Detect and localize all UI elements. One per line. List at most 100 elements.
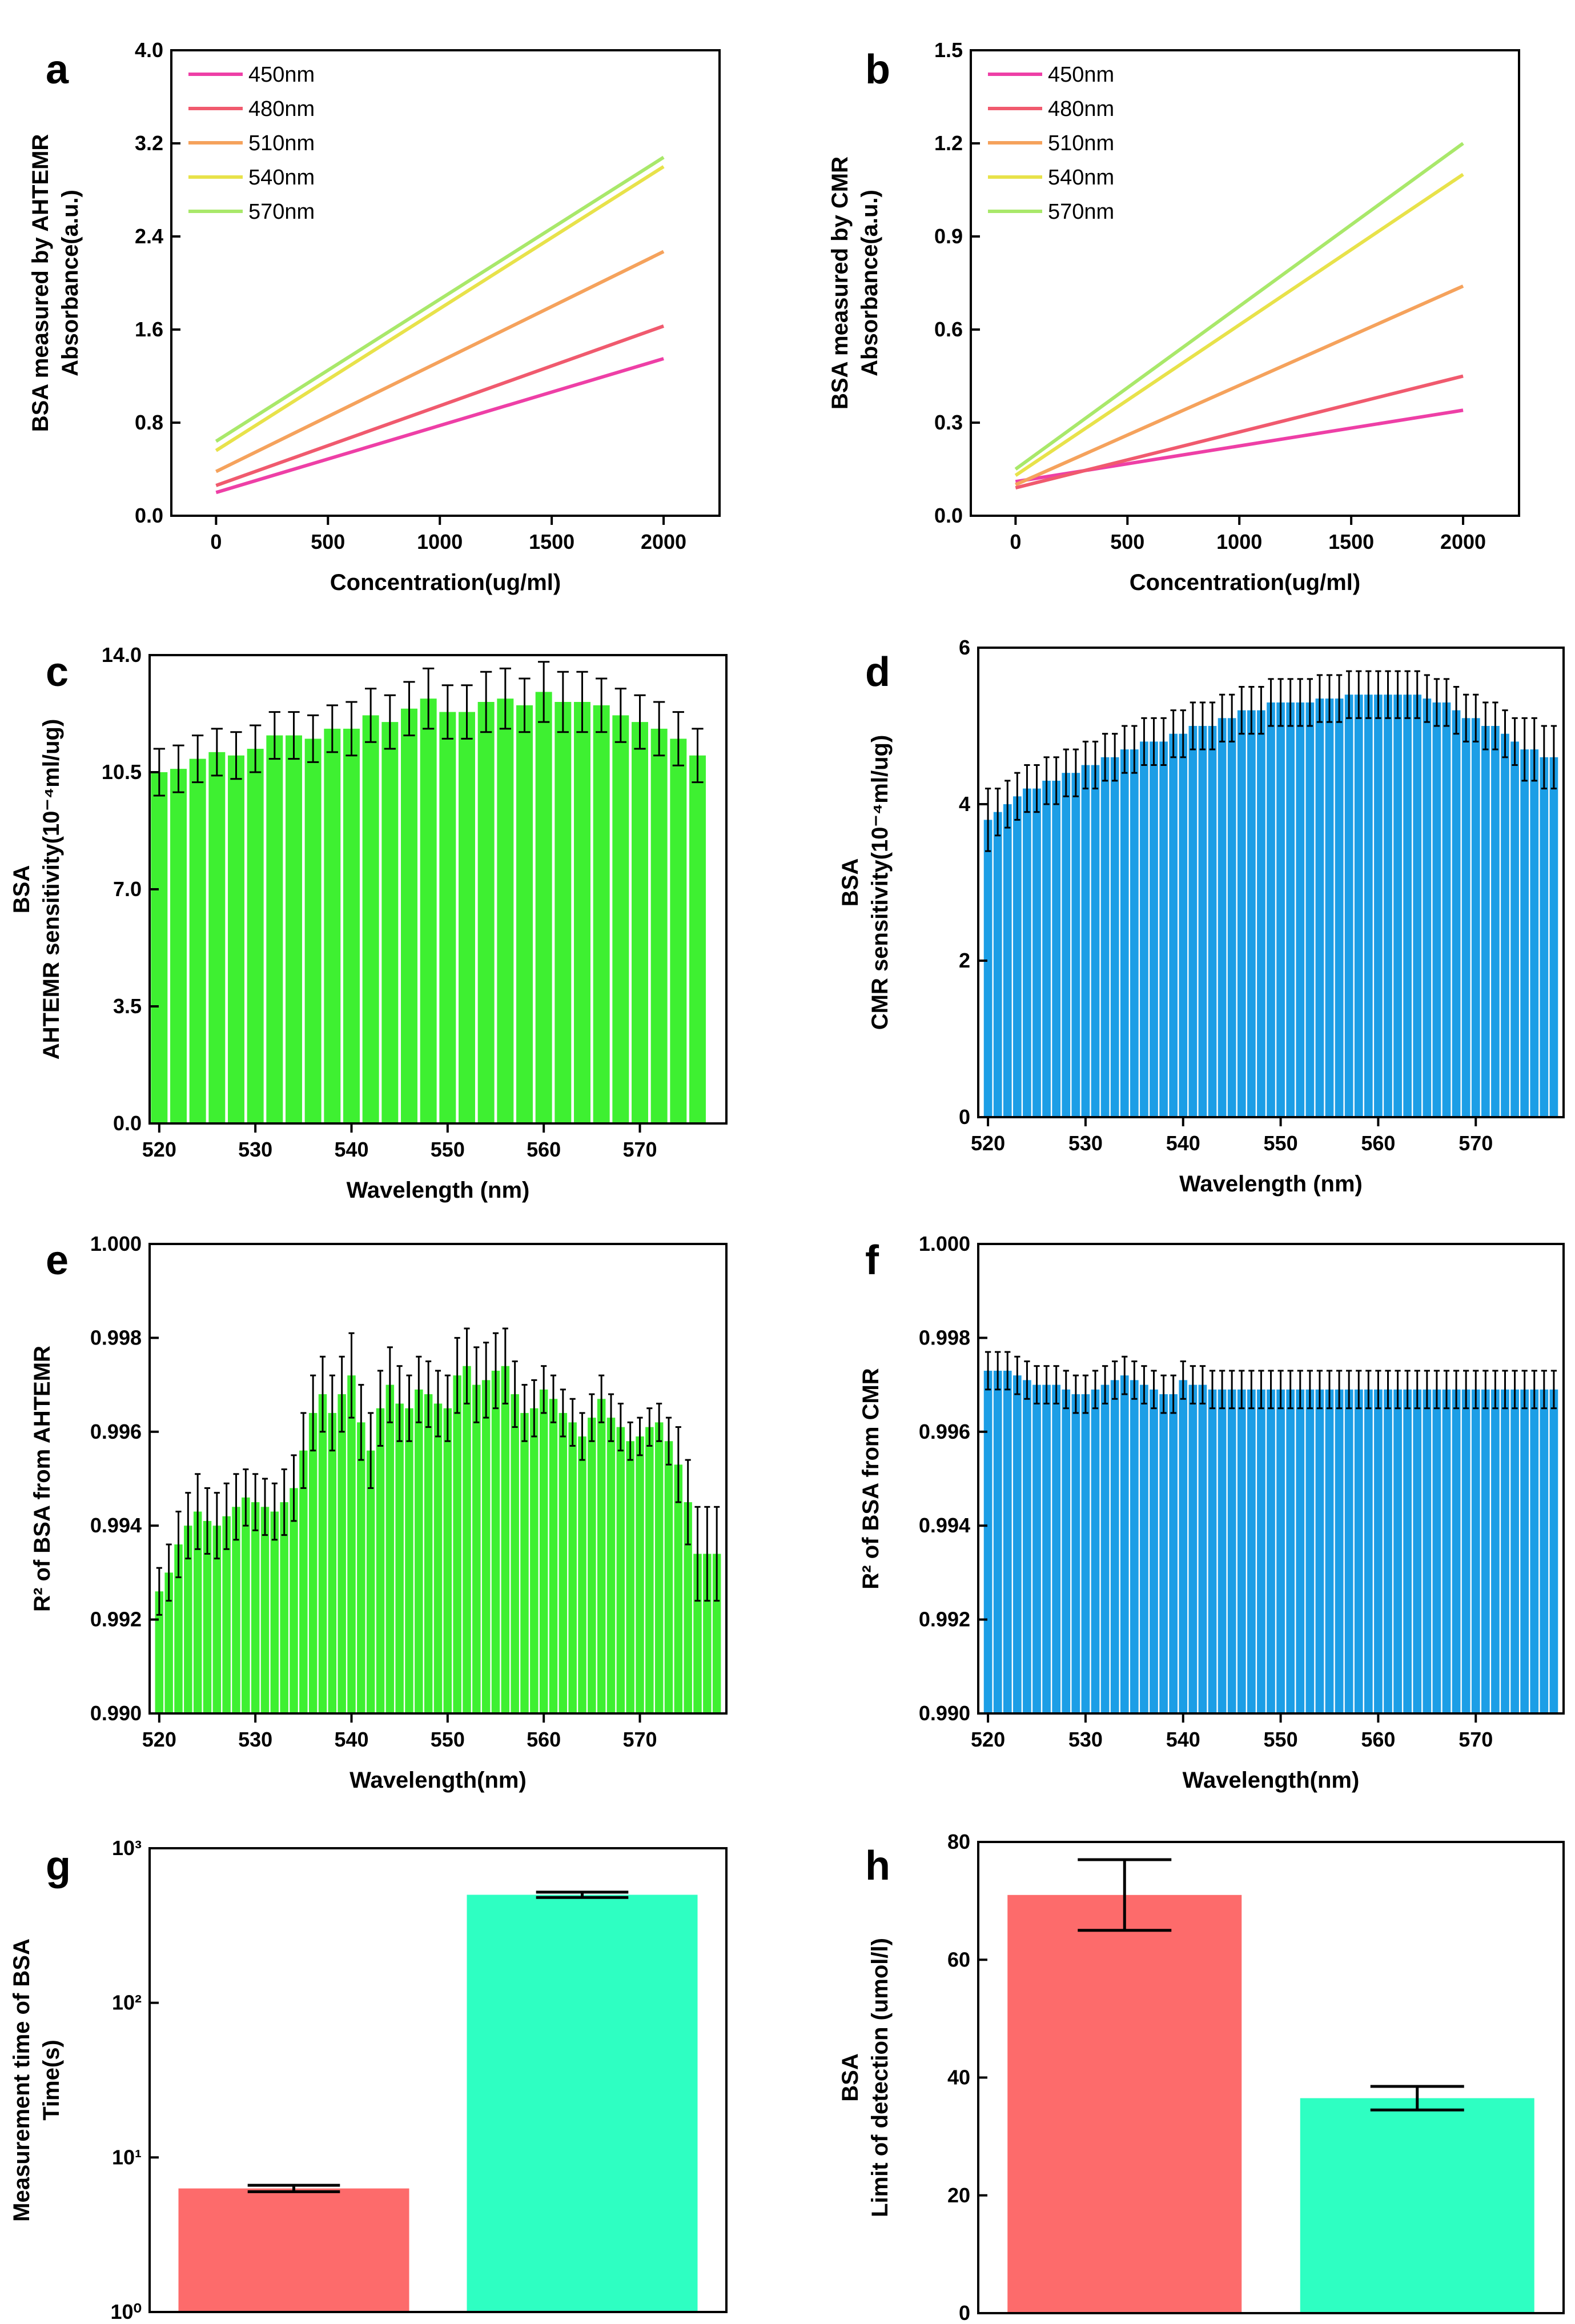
bar-578 <box>712 1554 721 1713</box>
y-axis-label-b-0: BSA measured by CMR <box>827 156 853 410</box>
bar-564 <box>578 1436 586 1713</box>
y-axis-label-c-1: AHTEMR sensitivity(10⁻⁴ml/ug) <box>39 719 64 1060</box>
bar-530 <box>251 1502 260 1713</box>
bar-549 <box>1267 1389 1275 1713</box>
panel-label-f: f <box>865 1238 879 1283</box>
y-tick-label: 0.9 <box>934 224 963 248</box>
bar-539 <box>1169 733 1178 1117</box>
bar-543 <box>1208 726 1217 1117</box>
bar-521 <box>993 1370 1002 1713</box>
bar-558 <box>516 705 533 1123</box>
y-tick-label: 60 <box>947 1948 970 1971</box>
bar-537 <box>1150 1389 1158 1713</box>
x-tick-label: 1000 <box>417 530 463 553</box>
bar-564 <box>1413 1389 1422 1713</box>
y-axis-label-g-1: Time(s) <box>39 2040 64 2121</box>
bar-552 <box>459 712 475 1123</box>
bar-569 <box>1461 718 1470 1117</box>
bar-526 <box>208 752 226 1123</box>
y-tick-label: 1.000 <box>919 1232 970 1255</box>
bar-542 <box>362 715 379 1123</box>
bar-525 <box>1032 1384 1041 1713</box>
y-tick-label: 10.5 <box>102 760 142 784</box>
bar-551 <box>453 1375 461 1713</box>
panel-d: d 0 2 4 6 520 530 540 550 560 570 Wavelength (nm) BS… <box>838 636 1565 1197</box>
bar-536 <box>1140 741 1148 1117</box>
y-axis-label-a-1: Absorbance(a.u.) <box>58 190 83 376</box>
panel-f: f 0.990 0.992 0.994 0.996 0.998 1.000 520 530 540… <box>858 1232 1565 1793</box>
bar-546 <box>1237 710 1246 1117</box>
bar-522 <box>170 769 187 1123</box>
series-line-540nm <box>1014 172 1464 477</box>
bar-526 <box>212 1526 222 1713</box>
bar-558 <box>1354 1389 1363 1713</box>
x-tick-label: 540 <box>1166 1728 1200 1751</box>
bar-545 <box>1227 718 1236 1117</box>
bar-530 <box>1081 1394 1090 1713</box>
bar-544 <box>381 722 399 1123</box>
x-tick-label: 520 <box>142 1728 176 1751</box>
x-tick-label: 530 <box>238 1728 272 1751</box>
bar-576 <box>1530 1389 1539 1713</box>
bar-554 <box>1315 1389 1324 1713</box>
bar-AHTEMR <box>178 2188 409 2312</box>
bar-542 <box>1198 1384 1207 1713</box>
bar-563 <box>568 1422 577 1713</box>
bar-561 <box>1384 695 1392 1117</box>
bar-568 <box>1452 710 1461 1117</box>
bar-527 <box>1052 780 1061 1117</box>
y-tick-label: 0.998 <box>90 1326 142 1349</box>
bar-572 <box>650 728 668 1123</box>
bar-540 <box>1179 1380 1188 1713</box>
bar-524 <box>1023 1380 1031 1713</box>
bar-539 <box>1169 1394 1178 1713</box>
bar-541 <box>357 1422 365 1713</box>
x-tick-label: 2000 <box>1440 530 1486 553</box>
bar-567 <box>1442 1389 1451 1713</box>
bar-547 <box>1247 710 1256 1117</box>
bar-525 <box>1032 788 1041 1117</box>
x-axis-label-c: Wavelength (nm) <box>347 1178 530 1203</box>
panel-label-h: h <box>865 1843 890 1889</box>
bar-552 <box>463 1366 471 1713</box>
bar-559 <box>1364 1389 1373 1713</box>
bar-520 <box>155 1591 164 1713</box>
y-tick-label: 10² <box>112 1991 142 2014</box>
bar-523 <box>1012 1375 1022 1713</box>
y-axis-label-e-0: R² of BSA from AHTEMR <box>30 1346 55 1612</box>
bar-529 <box>242 1497 250 1713</box>
bar-566 <box>1432 702 1441 1117</box>
x-tick-label: 540 <box>1166 1131 1200 1155</box>
bar-575 <box>1520 749 1529 1117</box>
bar-560 <box>1374 695 1383 1117</box>
bar-542 <box>366 1450 375 1713</box>
bar-550 <box>1276 1389 1285 1713</box>
bar-537 <box>1150 741 1158 1117</box>
bar-527 <box>222 1516 231 1713</box>
x-tick-label: 550 <box>431 1138 465 1161</box>
bar-520 <box>983 1370 993 1713</box>
bar-531 <box>260 1507 270 1713</box>
panel-b: b 450nm 480nm 510nm 540nm 570nm 0.0 0.3 0.6 0.9 1.… <box>827 38 1520 595</box>
bar-574 <box>670 738 687 1123</box>
bar-544 <box>1218 1389 1227 1713</box>
legend-label-510nm: 510nm <box>1048 131 1114 155</box>
bar-576 <box>693 1554 702 1713</box>
y-tick-label: 3.5 <box>113 994 142 1018</box>
x-tick-label: 520 <box>142 1138 176 1161</box>
y-tick-label: 0.990 <box>90 1701 142 1725</box>
panel-label-e: e <box>46 1238 69 1283</box>
bar-532 <box>1100 1384 1110 1713</box>
bar-570 <box>632 722 648 1123</box>
bar-551 <box>1286 1389 1295 1713</box>
bar-520 <box>151 772 168 1123</box>
bar-562 <box>1393 1389 1402 1713</box>
panel-label-g: g <box>46 1843 71 1889</box>
bar-567 <box>606 1418 616 1713</box>
bar-541 <box>1188 726 1198 1117</box>
x-tick-label: 550 <box>1264 1131 1298 1155</box>
legend-label-450nm: 450nm <box>1048 63 1114 87</box>
x-tick-label: 530 <box>238 1138 272 1161</box>
bar-555 <box>491 1370 500 1713</box>
